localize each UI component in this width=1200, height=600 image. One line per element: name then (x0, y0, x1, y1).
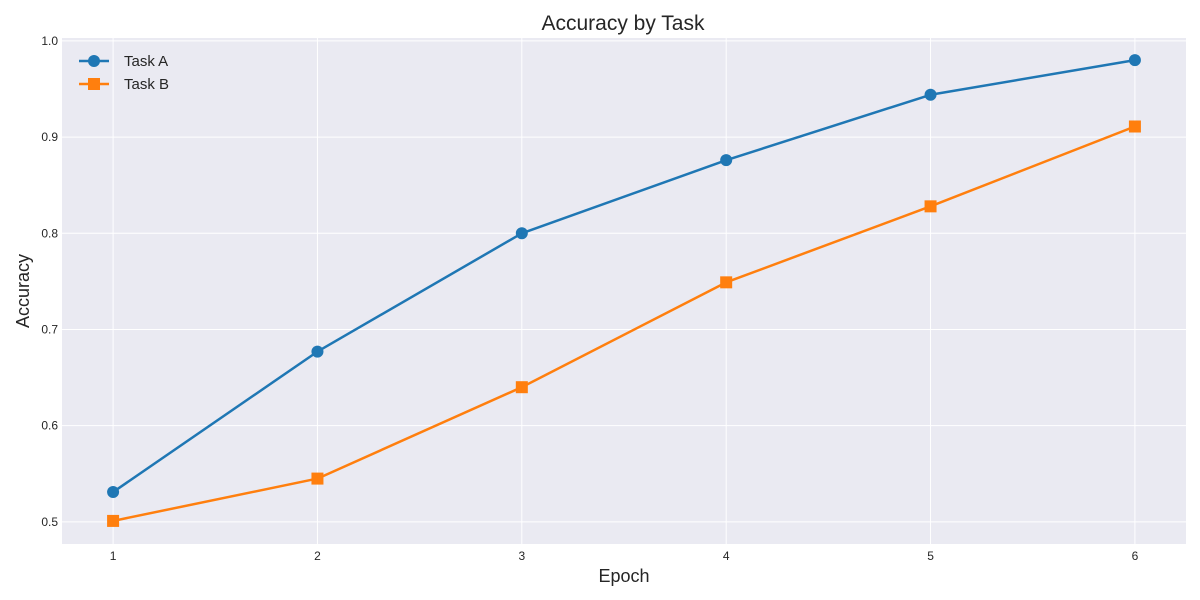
y-tick-label: 0.7 (41, 322, 58, 336)
series-task-b (107, 120, 1141, 527)
data-point-task-b (1128, 120, 1141, 133)
y-tick-label: 0.9 (41, 130, 58, 144)
legend: Task A Task B (79, 53, 169, 93)
x-tick-label: 6 (1132, 549, 1139, 563)
y-tick-label: 1.0 (41, 34, 58, 48)
x-tick-label: 3 (518, 549, 525, 563)
x-axis-label: Epoch (598, 566, 649, 586)
y-tick-label: 0.6 (41, 419, 58, 433)
data-point-task-b (720, 276, 733, 289)
data-point-task-b (924, 200, 937, 213)
data-point-task-b (107, 514, 120, 527)
legend-label: Task A (124, 53, 168, 70)
chart-title: Accuracy by Task (541, 12, 705, 35)
legend-item-task-a: Task A (79, 53, 168, 70)
legend-item-task-b: Task B (79, 76, 169, 93)
data-point-task-a (107, 486, 120, 499)
data-point-task-a (720, 154, 733, 167)
y-tick-label: 0.8 (41, 226, 58, 240)
data-point-task-a (311, 345, 324, 358)
data-point-task-a (924, 88, 937, 101)
x-tick-label: 2 (314, 549, 321, 563)
y-axis-label: Accuracy (13, 254, 33, 328)
legend-marker (88, 55, 100, 67)
series-lines (107, 54, 1141, 527)
x-tick-label: 5 (927, 549, 934, 563)
plot-area (62, 38, 1186, 544)
series-line-task-b (111, 125, 1137, 523)
x-tick-labels: 1 2 3 4 5 6 (110, 549, 1139, 563)
x-tick-label: 4 (723, 549, 730, 563)
legend-label: Task B (124, 76, 169, 93)
data-point-task-a (515, 227, 528, 240)
data-point-task-b (515, 381, 528, 394)
series-line-task-a (111, 58, 1137, 494)
data-point-task-a (1128, 54, 1141, 67)
x-tick-label: 1 (110, 549, 117, 563)
series-task-a (107, 54, 1141, 499)
y-tick-label: 0.5 (41, 515, 58, 529)
legend-marker (88, 78, 100, 90)
data-point-task-b (311, 472, 324, 485)
y-tick-labels: 0.5 0.6 0.7 0.8 0.9 1.0 (41, 34, 58, 529)
